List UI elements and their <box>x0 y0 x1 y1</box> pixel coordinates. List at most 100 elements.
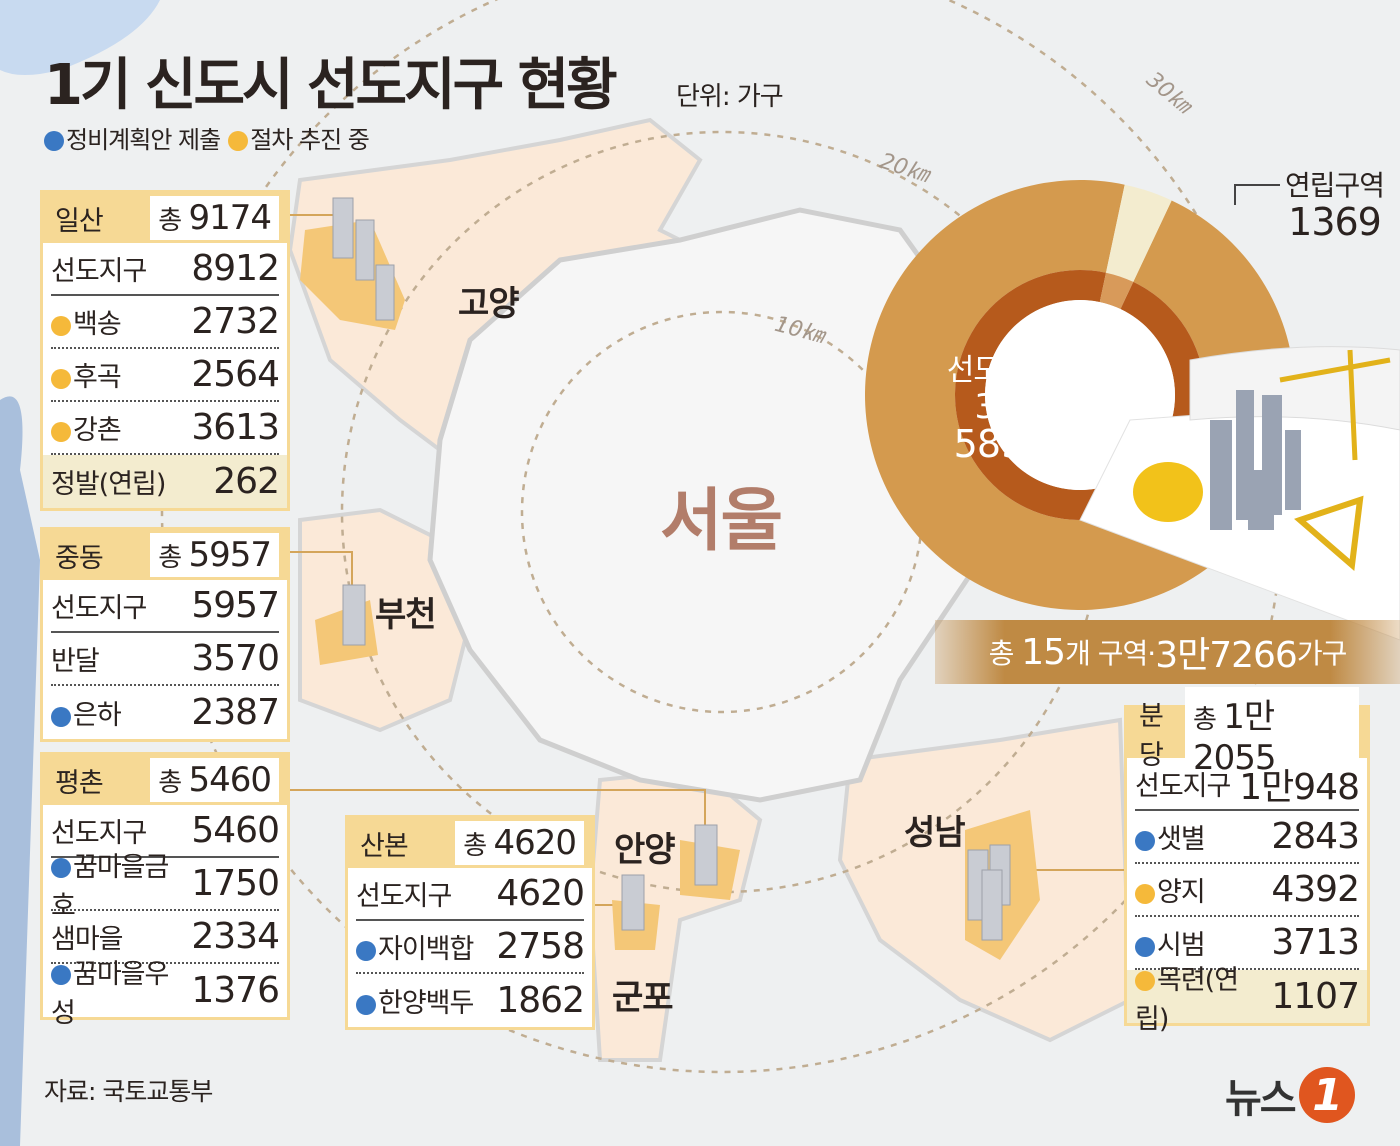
row-value: 2843 <box>1271 816 1360 857</box>
table-row: 꿈마을금호 1750 <box>51 852 280 922</box>
row-value: 2732 <box>191 301 280 342</box>
orange-dot-icon <box>51 421 71 442</box>
row-label-wrap: 꿈마을우성 <box>51 952 191 1030</box>
table-row: 선도지구 8912 <box>51 243 280 296</box>
row-value: 2564 <box>191 354 280 395</box>
total-value: 4620 <box>493 823 577 863</box>
district-total: 총 4620 <box>455 821 584 865</box>
orange-dot-icon <box>1135 971 1155 991</box>
blue-dot-icon <box>356 940 376 961</box>
table-row: 시범 3713 <box>1135 917 1360 970</box>
sea <box>0 0 160 75</box>
row-label-wrap: 선도지구 <box>51 586 147 625</box>
logo-mark: 1 <box>1298 1067 1355 1123</box>
table-header: 산본 총 4620 <box>348 818 592 868</box>
donut-label-yeonrip: 연립구역 1369 <box>1285 168 1385 244</box>
row-label: 선도지구 <box>1135 771 1231 802</box>
row-label: 한양백두 <box>378 988 474 1019</box>
blue-dot-icon <box>44 131 64 151</box>
table-2: 평촌 총 5460 선도지구 5460 꿈마을금호 1750 샘마을 2334 꿈마을우성 137… <box>40 752 290 1029</box>
total-prefix: 총 <box>1193 704 1217 735</box>
orange-dot-icon <box>51 315 71 336</box>
district-total: 총 5460 <box>150 758 279 802</box>
row-value: 1만948 <box>1239 766 1360 808</box>
row-label-wrap: 선도지구 <box>1135 764 1231 803</box>
row-label-wrap: 시범 <box>1135 923 1206 962</box>
row-label: 꿈마을우성 <box>51 958 169 1029</box>
row-label-wrap: 꿈마을금호 <box>51 845 191 923</box>
district-name: 중동 <box>55 542 104 574</box>
row-value: 8912 <box>191 248 280 289</box>
row-label-wrap: 샘마을 <box>51 917 124 956</box>
row-label: 반달 <box>51 646 100 677</box>
row-label-wrap: 선도지구 <box>51 811 147 850</box>
total-value: 1만2055 <box>1193 696 1277 778</box>
city-seongnam: 성남 <box>904 813 966 853</box>
table-header: 분당 총 1만2055 <box>1127 686 1367 780</box>
table-row: 선도지구 5957 <box>51 580 280 633</box>
table-row: 선도지구 4620 <box>356 868 585 921</box>
table-header: 일산 총 9174 <box>43 193 287 243</box>
row-value: 1862 <box>496 980 585 1021</box>
leader-jungdong <box>288 551 353 590</box>
donut-label-line: 3만 <box>974 387 1027 427</box>
row-label-wrap: 목련(연립) <box>1135 958 1271 1036</box>
table-row: 백송 2732 <box>51 296 280 349</box>
row-label: 선도지구 <box>356 881 452 912</box>
row-value: 3613 <box>191 407 280 448</box>
row-value: 5460 <box>191 810 280 851</box>
row-label: 은하 <box>73 700 122 731</box>
table-4: 분당 총 1만2055 선도지구 1만948 샛별 2843 양지 4392 시범 3713 목련(… <box>1124 686 1370 1035</box>
table-0: 일산 총 9174 선도지구 8912 백송 2732 후곡 2564 강촌 3613 정발(연립)… <box>40 190 290 511</box>
table-row: 샘마을 2334 <box>51 911 280 964</box>
row-label-wrap: 자이백합 <box>356 927 474 966</box>
table-row: 한양백두 1862 <box>356 974 585 1027</box>
total-value: 9174 <box>188 198 272 238</box>
row-value: 5957 <box>191 585 280 626</box>
row-label: 강촌 <box>73 415 122 446</box>
district-name: 분당 <box>1139 701 1164 771</box>
city-bucheon: 부천 <box>375 595 437 635</box>
total-count: 15 <box>1021 631 1066 673</box>
row-value: 1750 <box>191 863 280 904</box>
logo-text: 뉴스 <box>1225 1076 1297 1122</box>
row-value: 1107 <box>1271 976 1360 1017</box>
row-value: 2387 <box>191 692 280 733</box>
table-row: 강촌 3613 <box>51 402 280 455</box>
blue-dot-icon <box>356 994 376 1015</box>
total-value: 5957 <box>188 535 272 575</box>
unit-label: 단위: 가구 <box>676 82 784 112</box>
leader-yeonrip <box>1234 184 1280 205</box>
row-label-wrap: 선도지구 <box>356 874 452 913</box>
row-label: 정발(연립) <box>51 469 166 500</box>
total-prefix: 총 <box>158 206 182 236</box>
total-prefix: 총 <box>158 768 182 798</box>
yeonrip-value: 1369 <box>1288 200 1382 244</box>
total-banner: 총 15 개 구역· 3만7266 가구 <box>935 620 1400 684</box>
table-header: 중동 총 5957 <box>43 530 287 580</box>
row-label: 자이백합 <box>378 934 474 965</box>
row-value: 4620 <box>496 873 585 914</box>
city-anyang: 안양 <box>614 830 676 870</box>
district-name: 일산 <box>55 205 104 237</box>
row-label: 백송 <box>73 309 122 340</box>
crane-icon <box>1279 349 1391 461</box>
triangle-ruler-icon <box>1294 495 1364 571</box>
city-goyang: 고양 <box>458 284 520 324</box>
row-label: 양지 <box>1157 877 1206 908</box>
district-total: 총 1만2055 <box>1185 686 1359 780</box>
row-label: 목련(연립) <box>1135 964 1239 1035</box>
donut-label-line: 선도지구 <box>946 353 1054 388</box>
row-label-wrap: 은하 <box>51 693 122 732</box>
orange-dot-icon <box>228 131 249 151</box>
page-title: 1기 신도시 선도지구 현황 <box>44 53 618 118</box>
blue-dot-icon <box>51 965 71 985</box>
row-value: 3713 <box>1271 922 1360 963</box>
row-value: 1376 <box>191 970 280 1011</box>
row-label-wrap: 강촌 <box>51 408 122 447</box>
orange-dot-icon <box>1135 883 1155 904</box>
row-label-wrap: 반달 <box>51 639 100 678</box>
table-row: 양지 4392 <box>1135 864 1360 917</box>
hard-hat-icon <box>1133 462 1203 522</box>
table-row: 샛별 2843 <box>1135 811 1360 864</box>
